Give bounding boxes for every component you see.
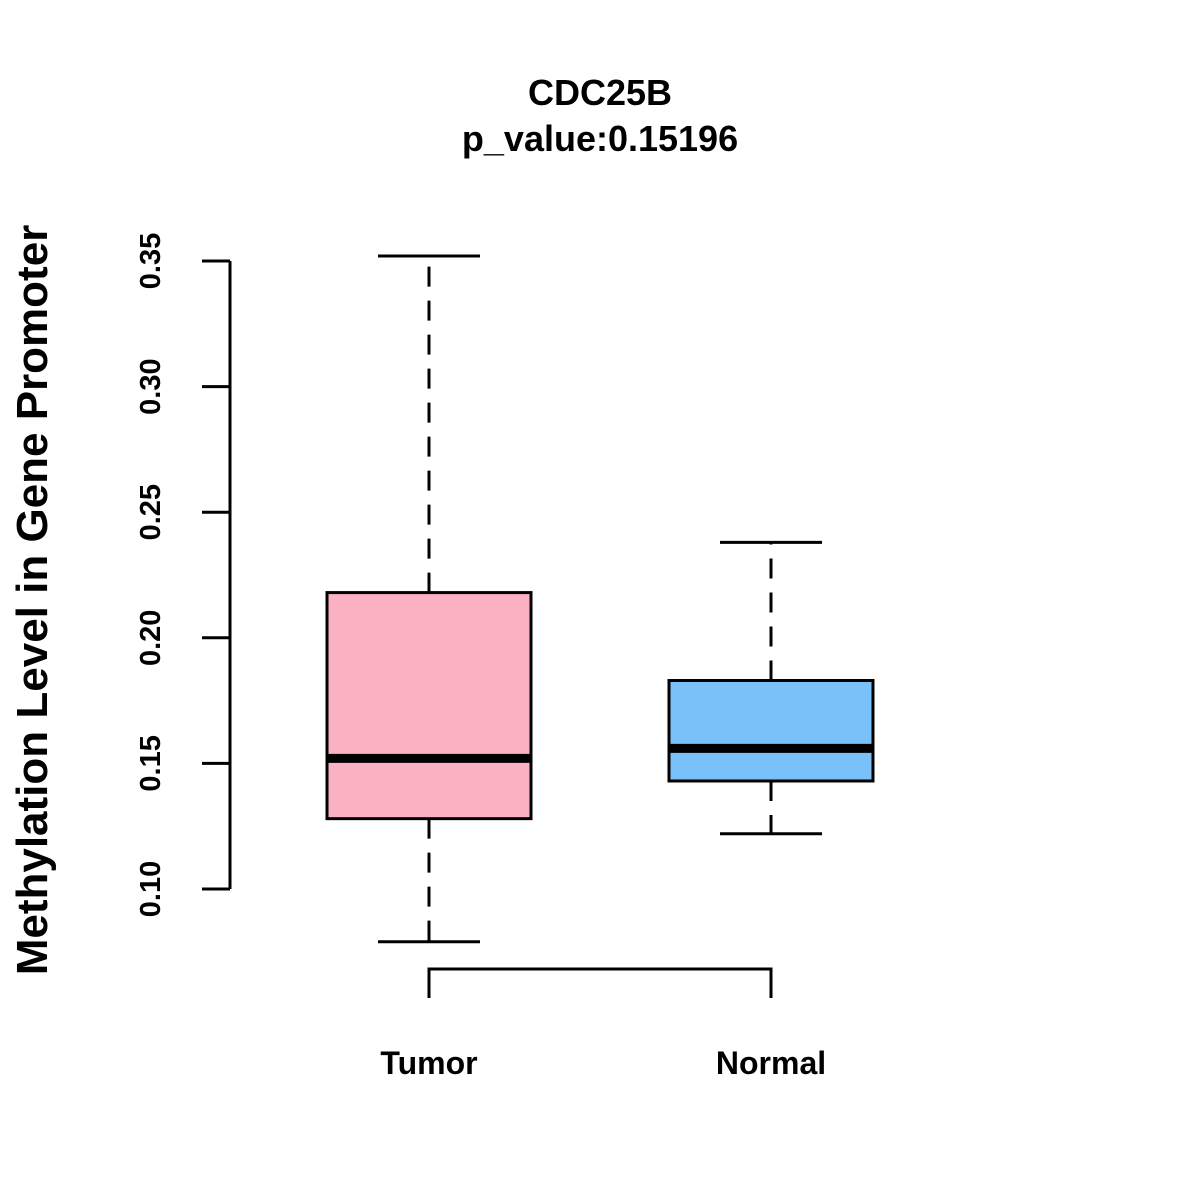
boxes-group xyxy=(325,254,875,944)
y-tick-label: 0.15 xyxy=(135,735,167,791)
box-tumor xyxy=(325,254,533,944)
category-label-tumor: Tumor xyxy=(380,1045,477,1081)
chart-subtitle: p_value:0.15196 xyxy=(462,118,738,159)
box-normal xyxy=(667,540,875,836)
y-tick-label: 0.20 xyxy=(135,610,167,666)
y-tick-label: 0.35 xyxy=(135,233,167,289)
x-axis-category-labels: Tumor Normal xyxy=(380,1045,826,1081)
bracket-line xyxy=(427,967,773,998)
y-tick-label: 0.30 xyxy=(135,358,167,414)
category-label-normal: Normal xyxy=(716,1045,826,1081)
y-axis-ticks: 0.10 0.15 0.20 0.25 0.30 0.35 xyxy=(135,233,230,917)
y-tick-label: 0.10 xyxy=(135,861,167,917)
iqr-box xyxy=(325,591,533,821)
y-tick-label: 0.25 xyxy=(135,484,167,540)
comparison-bracket xyxy=(427,967,773,998)
y-axis-label: Methylation Level in Gene Promoter xyxy=(8,225,57,976)
chart-title: CDC25B xyxy=(528,72,672,113)
iqr-box xyxy=(667,679,875,783)
